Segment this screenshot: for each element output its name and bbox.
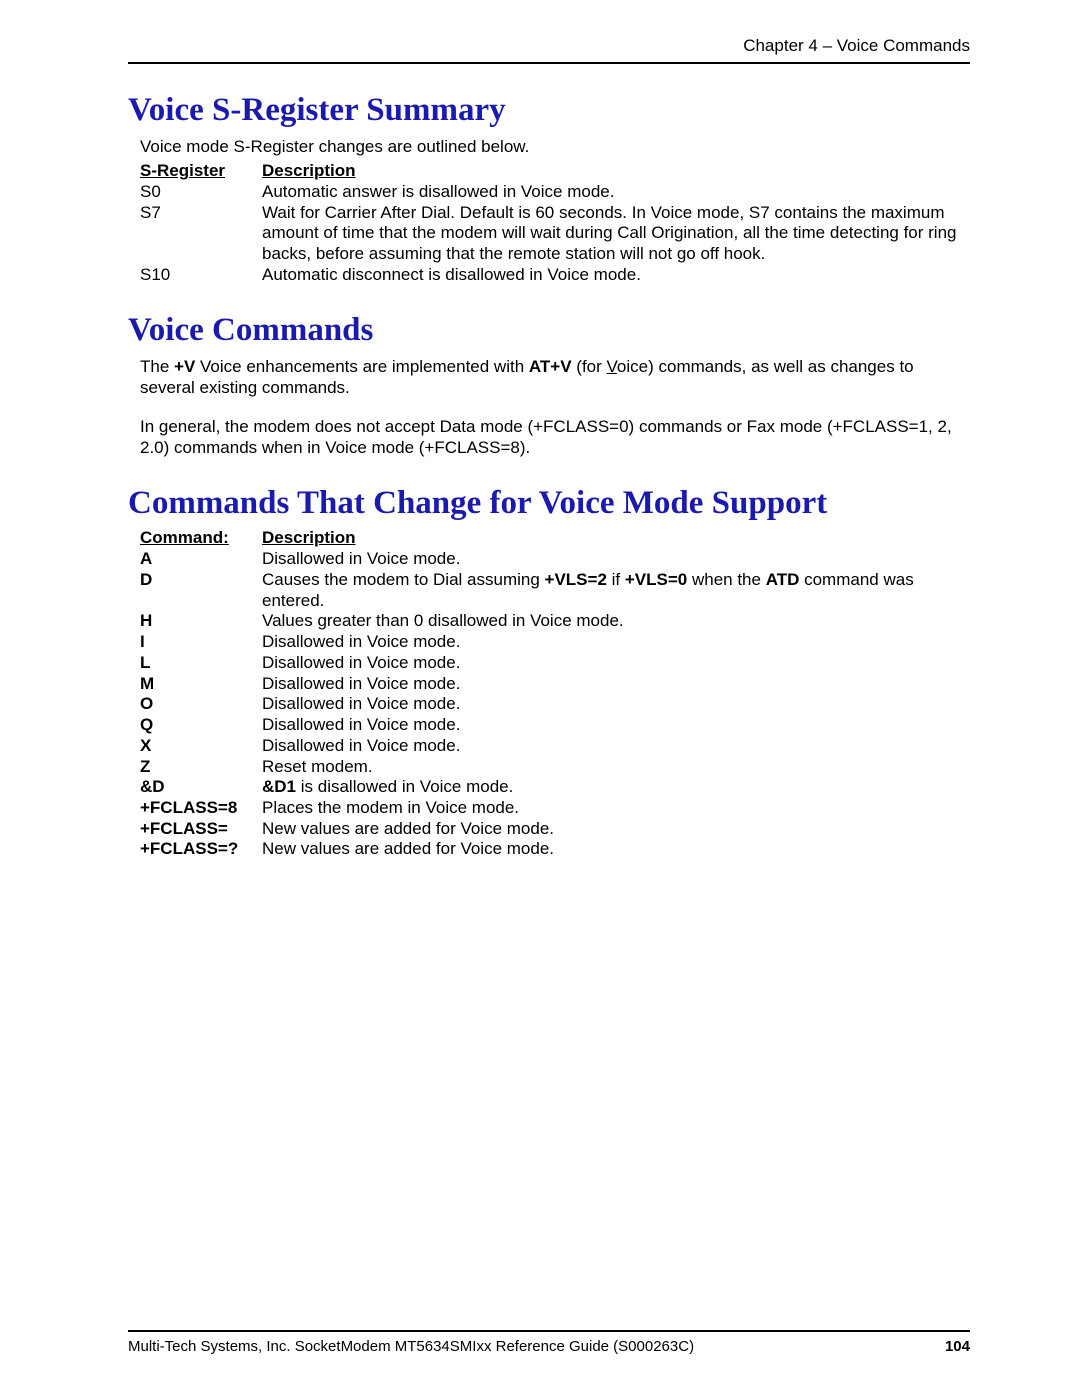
heading-sregister-summary: Voice S-Register Summary xyxy=(128,92,970,130)
cmd-desc: &D1 is disallowed in Voice mode. xyxy=(262,777,970,798)
cmd-desc: New values are added for Voice mode. xyxy=(262,819,970,840)
sreg-desc: Wait for Carrier After Dial. Default is … xyxy=(262,203,970,265)
cmd-desc: Disallowed in Voice mode. xyxy=(262,674,970,695)
commands-table: Command: Description A Disallowed in Voi… xyxy=(140,528,970,860)
text-bold: +VLS=0 xyxy=(625,570,687,589)
th-description: Description xyxy=(262,528,970,549)
cmd-desc: Disallowed in Voice mode. xyxy=(262,694,970,715)
cmd-name: M xyxy=(140,674,262,695)
table-row: &D &D1 is disallowed in Voice mode. xyxy=(140,777,970,798)
table-row: M Disallowed in Voice mode. xyxy=(140,674,970,695)
cmd-name: +FCLASS=? xyxy=(140,839,262,860)
text-underline: V xyxy=(607,357,617,376)
cmd-name: A xyxy=(140,549,262,570)
heading-commands-change: Commands That Change for Voice Mode Supp… xyxy=(128,485,970,523)
text: Voice enhancements are implemented with xyxy=(195,357,529,376)
chapter-header: Chapter 4 – Voice Commands xyxy=(128,36,970,56)
th-command: Command: xyxy=(140,528,262,549)
table-row: A Disallowed in Voice mode. xyxy=(140,549,970,570)
cmd-desc: Causes the modem to Dial assuming +VLS=2… xyxy=(262,570,970,611)
page: Chapter 4 – Voice Commands Voice S-Regis… xyxy=(128,36,970,1355)
cmd-name: O xyxy=(140,694,262,715)
top-rule xyxy=(128,62,970,64)
sreg-name: S10 xyxy=(140,265,262,286)
text: (for xyxy=(572,357,607,376)
page-number: 104 xyxy=(945,1338,970,1355)
cmd-desc: Values greater than 0 disallowed in Voic… xyxy=(262,611,970,632)
table-row: D Causes the modem to Dial assuming +VLS… xyxy=(140,570,970,611)
text: when the xyxy=(687,570,765,589)
text: Causes the modem to Dial assuming xyxy=(262,570,545,589)
cmd-name: +FCLASS= xyxy=(140,819,262,840)
table-row: Z Reset modem. xyxy=(140,757,970,778)
cmd-desc: Reset modem. xyxy=(262,757,970,778)
cmd-desc: Disallowed in Voice mode. xyxy=(262,736,970,757)
sreg-desc: Automatic disconnect is disallowed in Vo… xyxy=(262,265,970,286)
cmd-name: X xyxy=(140,736,262,757)
table-row: S0 Automatic answer is disallowed in Voi… xyxy=(140,182,970,203)
table-row: L Disallowed in Voice mode. xyxy=(140,653,970,674)
text-bold: +VLS=2 xyxy=(545,570,607,589)
th-sregister: S-Register xyxy=(140,161,262,182)
sec1-intro: Voice mode S-Register changes are outlin… xyxy=(140,136,970,157)
text-bold: +V xyxy=(174,357,195,376)
cmd-name: I xyxy=(140,632,262,653)
footer-left: Multi-Tech Systems, Inc. SocketModem MT5… xyxy=(128,1338,694,1355)
cmd-name: +FCLASS=8 xyxy=(140,798,262,819)
text-bold: ATD xyxy=(766,570,800,589)
text-bold: &D1 xyxy=(262,777,296,796)
cmd-name: D xyxy=(140,570,262,611)
bottom-rule xyxy=(128,1330,970,1332)
table-row: H Values greater than 0 disallowed in Vo… xyxy=(140,611,970,632)
text: if xyxy=(607,570,625,589)
heading-voice-commands: Voice Commands xyxy=(128,312,970,350)
table-row: +FCLASS=8 Places the modem in Voice mode… xyxy=(140,798,970,819)
table-row: +FCLASS=? New values are added for Voice… xyxy=(140,839,970,860)
table-row: I Disallowed in Voice mode. xyxy=(140,632,970,653)
sreg-name: S7 xyxy=(140,203,262,265)
table-row: O Disallowed in Voice mode. xyxy=(140,694,970,715)
sregister-table: S-Register Description S0 Automatic answ… xyxy=(140,161,970,285)
text-bold: AT+V xyxy=(529,357,572,376)
sec2-p1: The +V Voice enhancements are implemente… xyxy=(140,356,970,399)
cmd-desc: Disallowed in Voice mode. xyxy=(262,549,970,570)
text: The xyxy=(140,357,174,376)
table-header-row: Command: Description xyxy=(140,528,970,549)
table-header-row: S-Register Description xyxy=(140,161,970,182)
table-row: X Disallowed in Voice mode. xyxy=(140,736,970,757)
table-row: S10 Automatic disconnect is disallowed i… xyxy=(140,265,970,286)
sreg-name: S0 xyxy=(140,182,262,203)
cmd-name: &D xyxy=(140,777,262,798)
page-footer: Multi-Tech Systems, Inc. SocketModem MT5… xyxy=(128,1324,970,1355)
cmd-desc: New values are added for Voice mode. xyxy=(262,839,970,860)
cmd-desc: Disallowed in Voice mode. xyxy=(262,632,970,653)
cmd-name: H xyxy=(140,611,262,632)
cmd-desc: Places the modem in Voice mode. xyxy=(262,798,970,819)
cmd-name: Z xyxy=(140,757,262,778)
th-description: Description xyxy=(262,161,970,182)
cmd-name: Q xyxy=(140,715,262,736)
cmd-desc: Disallowed in Voice mode. xyxy=(262,653,970,674)
table-row: Q Disallowed in Voice mode. xyxy=(140,715,970,736)
cmd-name: L xyxy=(140,653,262,674)
table-row: S7 Wait for Carrier After Dial. Default … xyxy=(140,203,970,265)
table-row: +FCLASS= New values are added for Voice … xyxy=(140,819,970,840)
text: is disallowed in Voice mode. xyxy=(296,777,513,796)
sec2-p2: In general, the modem does not accept Da… xyxy=(140,416,970,459)
cmd-desc: Disallowed in Voice mode. xyxy=(262,715,970,736)
sreg-desc: Automatic answer is disallowed in Voice … xyxy=(262,182,970,203)
